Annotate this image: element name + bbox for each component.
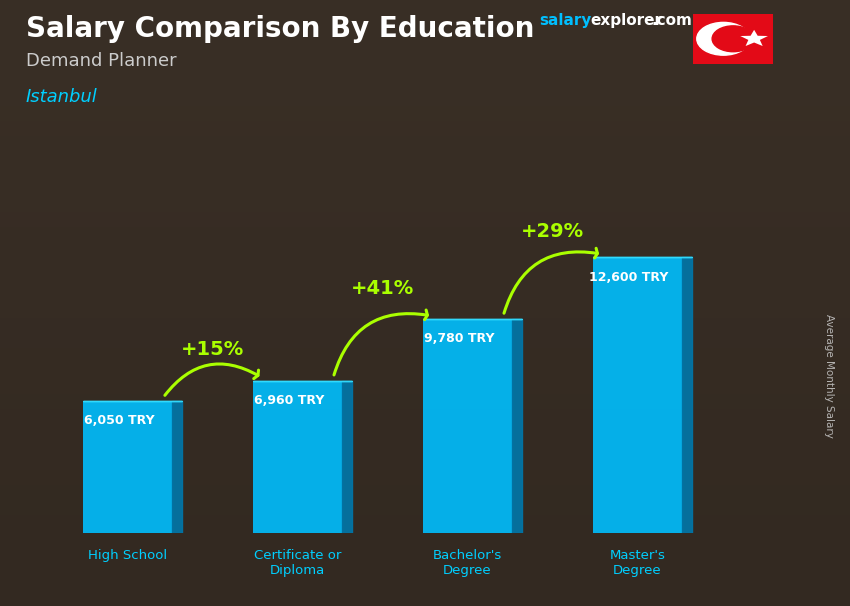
Bar — [0, 561, 850, 576]
Bar — [0, 439, 850, 454]
Bar — [0, 333, 850, 348]
Bar — [0, 454, 850, 470]
Bar — [0, 152, 850, 167]
Text: salary: salary — [540, 13, 592, 28]
Text: Istanbul: Istanbul — [26, 88, 97, 106]
Bar — [0, 409, 850, 424]
Bar — [0, 515, 850, 530]
Text: 12,600 TRY: 12,600 TRY — [589, 270, 669, 284]
Bar — [0, 288, 850, 303]
Text: +15%: +15% — [181, 340, 244, 359]
Bar — [0, 348, 850, 364]
Bar — [0, 303, 850, 318]
Circle shape — [712, 26, 754, 52]
Text: 6,960 TRY: 6,960 TRY — [254, 394, 324, 407]
Bar — [0, 500, 850, 515]
Bar — [0, 182, 850, 197]
Bar — [0, 0, 850, 15]
Bar — [0, 167, 850, 182]
Bar — [0, 364, 850, 379]
Bar — [0, 273, 850, 288]
Text: +29%: +29% — [521, 222, 584, 241]
Bar — [0, 485, 850, 500]
Bar — [0, 15, 850, 30]
Bar — [0, 545, 850, 561]
Circle shape — [697, 22, 750, 55]
Bar — [0, 379, 850, 394]
FancyBboxPatch shape — [253, 381, 342, 533]
Text: Demand Planner: Demand Planner — [26, 52, 176, 70]
Text: +41%: +41% — [351, 279, 414, 298]
Text: Salary Comparison By Education: Salary Comparison By Education — [26, 15, 534, 43]
Text: explorer: explorer — [590, 13, 662, 28]
Bar — [0, 591, 850, 606]
FancyBboxPatch shape — [593, 258, 682, 533]
Bar — [0, 197, 850, 212]
Bar — [0, 470, 850, 485]
Polygon shape — [740, 30, 768, 46]
Bar — [0, 530, 850, 545]
Polygon shape — [342, 381, 352, 533]
Bar — [0, 76, 850, 91]
Bar — [0, 318, 850, 333]
Bar — [0, 136, 850, 152]
FancyBboxPatch shape — [423, 319, 512, 533]
Text: Average Monthly Salary: Average Monthly Salary — [824, 314, 834, 438]
Bar — [0, 45, 850, 61]
Bar — [0, 242, 850, 258]
FancyBboxPatch shape — [83, 401, 172, 533]
Bar — [0, 61, 850, 76]
Bar — [0, 227, 850, 242]
Text: 6,050 TRY: 6,050 TRY — [83, 414, 155, 427]
Polygon shape — [172, 401, 182, 533]
Bar — [0, 424, 850, 439]
Bar — [0, 121, 850, 136]
Bar — [0, 91, 850, 106]
Polygon shape — [512, 319, 522, 533]
Bar — [0, 106, 850, 121]
Bar — [0, 258, 850, 273]
Bar — [0, 212, 850, 227]
Text: 9,780 TRY: 9,780 TRY — [424, 332, 494, 345]
Bar — [0, 394, 850, 409]
Polygon shape — [682, 258, 692, 533]
Text: .com: .com — [652, 13, 693, 28]
Bar — [0, 576, 850, 591]
Bar — [0, 30, 850, 45]
